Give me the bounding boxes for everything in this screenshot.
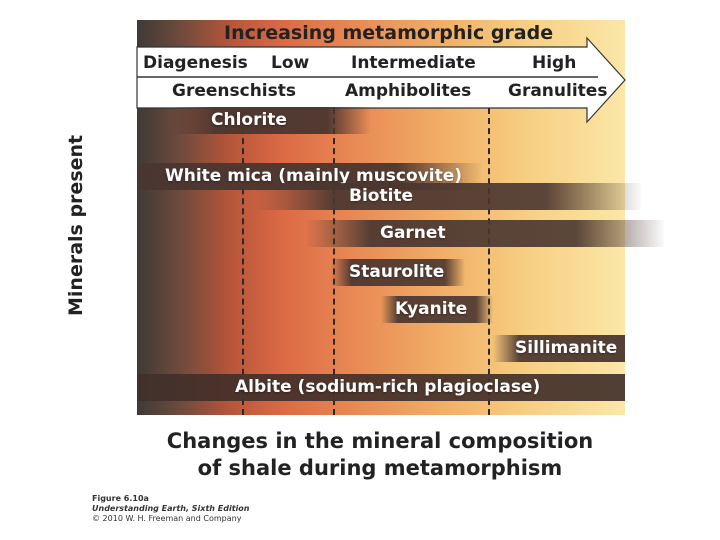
facies-granulites: Granulites	[508, 81, 608, 101]
credit-figure: Figure 6.10a	[92, 494, 149, 503]
mineral-band-garnet: Garnet	[305, 220, 666, 247]
credit-book: Understanding Earth, Sixth Edition	[92, 504, 250, 513]
grade-diagenesis: Diagenesis	[143, 53, 248, 73]
facies-amphibolites: Amphibolites	[345, 81, 472, 101]
mineral-band-staurolite: Staurolite	[331, 259, 465, 286]
y-axis-label: Minerals present	[65, 134, 87, 316]
caption-line-1: Changes in the mineral composition	[166, 429, 594, 453]
grade-low: Low	[271, 53, 310, 73]
credit-copyright: © 2010 W. H. Freeman and Company	[92, 514, 242, 523]
diagram-panel: Increasing metamorphic grade Diagenesis …	[136, 20, 666, 415]
zone-divider-high	[488, 108, 490, 415]
mineral-band-chlorite: Chlorite	[171, 107, 371, 134]
facies-greenschists: Greenschists	[172, 81, 296, 101]
mineral-band-kyanite: Kyanite	[381, 296, 493, 323]
figure-credit: Figure 6.10a Understanding Earth, Sixth …	[92, 494, 249, 524]
diagram-title: Increasing metamorphic grade	[224, 22, 554, 44]
mineral-band-albite: Albite (sodium-rich plagioclase)	[137, 374, 625, 401]
zone-divider-low	[242, 108, 244, 415]
figure-caption: Changes in the mineral composition of sh…	[120, 428, 640, 482]
mineral-band-biotite: Biotite	[255, 183, 643, 210]
grade-high: High	[532, 53, 577, 73]
grade-intermediate: Intermediate	[351, 53, 476, 73]
mineral-band-sillimanite: Sillimanite	[493, 335, 625, 362]
caption-line-2: of shale during metamorphism	[197, 456, 563, 480]
